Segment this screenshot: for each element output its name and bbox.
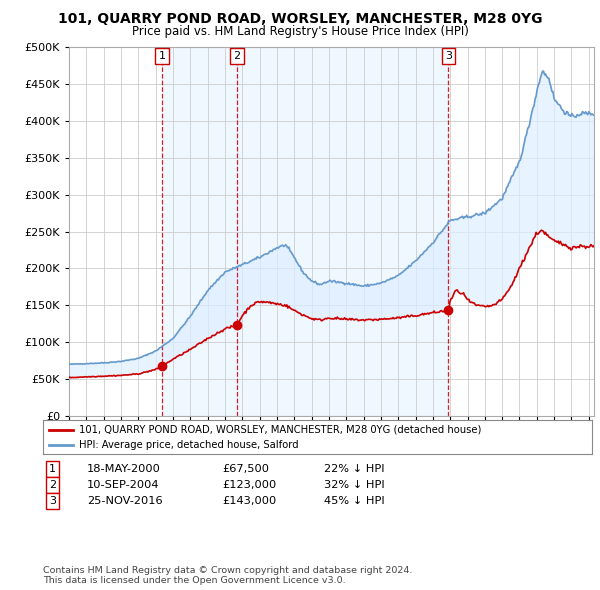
Text: Contains HM Land Registry data © Crown copyright and database right 2024.: Contains HM Land Registry data © Crown c… xyxy=(43,566,413,575)
Text: 22% ↓ HPI: 22% ↓ HPI xyxy=(324,464,385,474)
Text: HPI: Average price, detached house, Salford: HPI: Average price, detached house, Salf… xyxy=(79,440,299,450)
Text: 1: 1 xyxy=(159,51,166,61)
Text: 2: 2 xyxy=(233,51,241,61)
Text: This data is licensed under the Open Government Licence v3.0.: This data is licensed under the Open Gov… xyxy=(43,576,346,585)
Bar xyxy=(162,47,237,416)
Text: 25-NOV-2016: 25-NOV-2016 xyxy=(87,496,163,506)
Text: 3: 3 xyxy=(49,496,56,506)
Text: 101, QUARRY POND ROAD, WORSLEY, MANCHESTER, M28 0YG (detached house): 101, QUARRY POND ROAD, WORSLEY, MANCHEST… xyxy=(79,425,481,435)
Text: 32% ↓ HPI: 32% ↓ HPI xyxy=(324,480,385,490)
Text: 2: 2 xyxy=(49,480,56,490)
Text: £123,000: £123,000 xyxy=(222,480,276,490)
Text: £67,500: £67,500 xyxy=(222,464,269,474)
Text: 1: 1 xyxy=(49,464,56,474)
Text: 18-MAY-2000: 18-MAY-2000 xyxy=(87,464,161,474)
Text: 10-SEP-2004: 10-SEP-2004 xyxy=(87,480,160,490)
Text: 45% ↓ HPI: 45% ↓ HPI xyxy=(324,496,385,506)
Bar xyxy=(237,47,448,416)
Text: 101, QUARRY POND ROAD, WORSLEY, MANCHESTER, M28 0YG: 101, QUARRY POND ROAD, WORSLEY, MANCHEST… xyxy=(58,12,542,26)
Text: £143,000: £143,000 xyxy=(222,496,276,506)
Text: Price paid vs. HM Land Registry's House Price Index (HPI): Price paid vs. HM Land Registry's House … xyxy=(131,25,469,38)
Text: 3: 3 xyxy=(445,51,452,61)
